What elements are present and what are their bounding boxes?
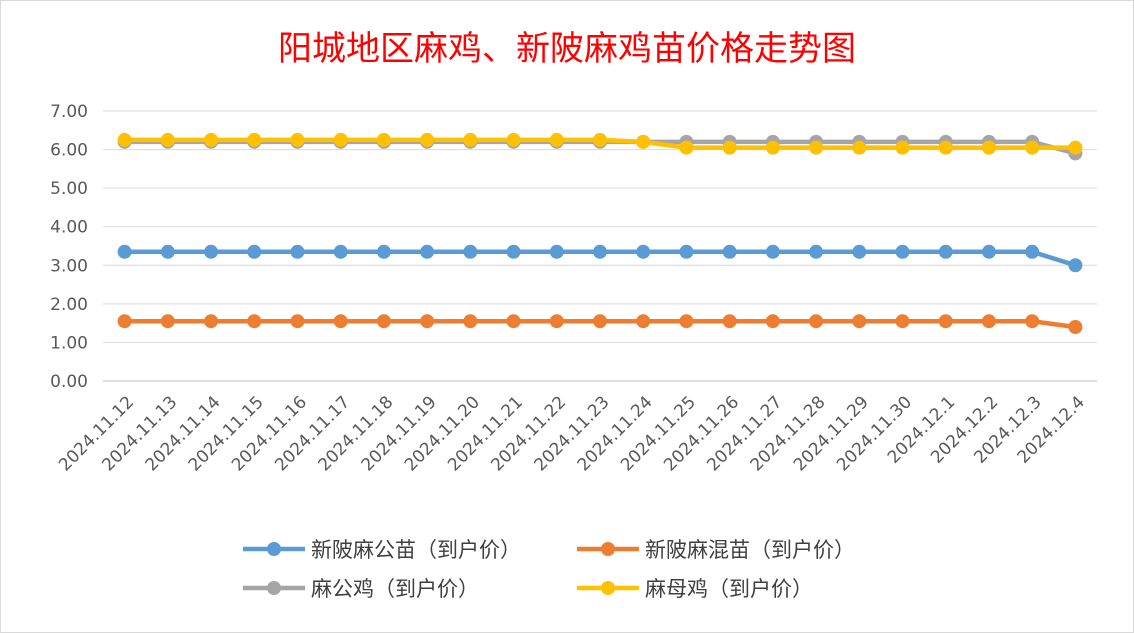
data-point (636, 244, 651, 259)
y-tick-label: 2.00 (50, 295, 88, 315)
data-point (204, 132, 219, 147)
y-tick-label: 5.00 (50, 179, 88, 199)
data-point (809, 140, 824, 155)
data-point (1068, 258, 1083, 273)
data-point (679, 140, 694, 155)
y-tick-label: 1.00 (50, 333, 88, 353)
data-point (981, 244, 996, 259)
data-point (593, 314, 607, 329)
data-point (420, 244, 435, 259)
data-point (247, 314, 262, 329)
data-point (981, 140, 996, 155)
data-point (938, 314, 953, 329)
data-point (852, 140, 867, 155)
y-axis-ticks: 0.00 1.00 2.00 3.00 4.00 5.00 6.00 7.00 (50, 102, 88, 392)
data-point (1025, 140, 1040, 155)
data-point (679, 314, 694, 329)
data-point (895, 314, 910, 329)
data-point (463, 132, 478, 147)
data-point (1068, 320, 1083, 334)
data-point (722, 140, 737, 155)
data-point (463, 244, 478, 259)
data-point (981, 314, 996, 329)
data-point (290, 132, 305, 147)
data-point (593, 132, 607, 147)
legend-label: 新陂麻公苗（到户价） (311, 538, 521, 562)
y-tick-label: 4.00 (50, 218, 88, 238)
data-point (160, 244, 175, 259)
data-point (117, 314, 132, 329)
data-point (895, 244, 910, 259)
data-point (204, 244, 219, 259)
data-point (895, 140, 910, 155)
legend-marker (601, 581, 615, 595)
data-point (117, 132, 132, 147)
data-point (506, 244, 521, 259)
data-point (333, 132, 348, 147)
data-point (376, 314, 391, 329)
legend-label: 新陂麻混苗（到户价） (645, 538, 855, 562)
data-point (160, 314, 175, 329)
data-point (1025, 244, 1040, 259)
legend-marker (601, 542, 615, 556)
data-point (549, 132, 564, 147)
data-point (290, 244, 305, 259)
series-lines (117, 132, 1083, 334)
data-point (636, 134, 651, 149)
data-point (204, 314, 219, 329)
data-point (506, 132, 521, 147)
data-point (679, 244, 694, 259)
data-point (333, 314, 348, 329)
data-point (333, 244, 348, 259)
data-point (852, 314, 867, 329)
data-point (852, 244, 867, 259)
data-point (722, 314, 737, 329)
data-point (420, 132, 435, 147)
legend-label: 麻母鸡（到户价） (645, 577, 813, 601)
legend: 新陂麻公苗（到户价） 新陂麻混苗（到户价） 麻公鸡（到户价） 麻母鸡（到户价） (243, 538, 855, 601)
legend-marker (267, 542, 281, 556)
data-point (549, 244, 564, 259)
data-point (160, 132, 175, 147)
data-point (549, 314, 564, 329)
data-point (420, 314, 435, 329)
data-point (1068, 140, 1083, 155)
data-point (938, 244, 953, 259)
data-point (376, 244, 391, 259)
y-tick-label: 7.00 (50, 102, 88, 122)
y-tick-label: 3.00 (50, 256, 88, 276)
data-point (117, 244, 132, 259)
data-point (247, 132, 262, 147)
data-point (463, 314, 478, 329)
data-point (809, 244, 824, 259)
chart-title: 阳城地区麻鸡、新陂麻鸡苗价格走势图 (278, 29, 856, 69)
data-point (376, 132, 391, 147)
data-point (765, 244, 780, 259)
data-point (290, 314, 305, 329)
data-point (247, 244, 262, 259)
legend-marker (267, 581, 281, 595)
data-point (636, 314, 651, 329)
data-point (1025, 314, 1040, 329)
data-point (938, 140, 953, 155)
data-point (506, 314, 521, 329)
y-tick-label: 0.00 (50, 372, 88, 392)
data-point (593, 244, 607, 259)
data-point (765, 314, 780, 329)
legend-label: 麻公鸡（到户价） (311, 577, 479, 601)
data-point (765, 140, 780, 155)
y-tick-label: 6.00 (50, 141, 88, 161)
data-point (722, 244, 737, 259)
data-point (809, 314, 824, 329)
